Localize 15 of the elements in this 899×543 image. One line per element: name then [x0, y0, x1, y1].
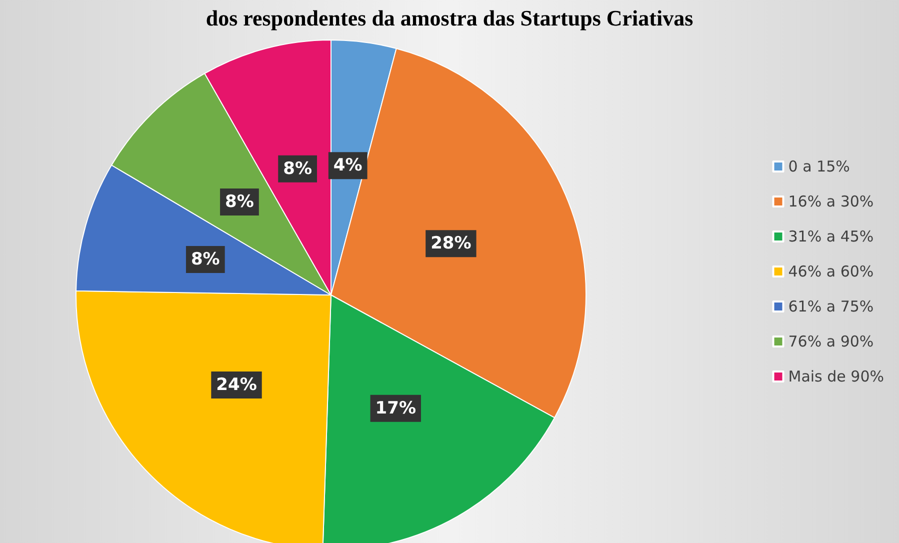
legend-label: 16% a 30% [788, 192, 874, 210]
data-label: 8% [190, 250, 220, 270]
data-label: 8% [283, 158, 312, 179]
chart-title: dos respondentes da amostra das Startups Criativas [206, 6, 694, 30]
data-label: 28% [430, 234, 472, 254]
legend-label: 0 a 15% [788, 158, 850, 176]
data-label: 24% [216, 375, 257, 396]
data-label: 4% [333, 156, 362, 176]
legend-label: 31% a 45% [788, 228, 874, 246]
data-label: 8% [225, 192, 254, 212]
legend-label: 76% a 90% [788, 332, 874, 350]
legend-label: 46% a 60% [788, 262, 874, 280]
legend-label: Mais de 90% [788, 368, 884, 386]
data-label: 17% [375, 398, 416, 418]
legend-label: 61% a 75% [788, 298, 874, 316]
